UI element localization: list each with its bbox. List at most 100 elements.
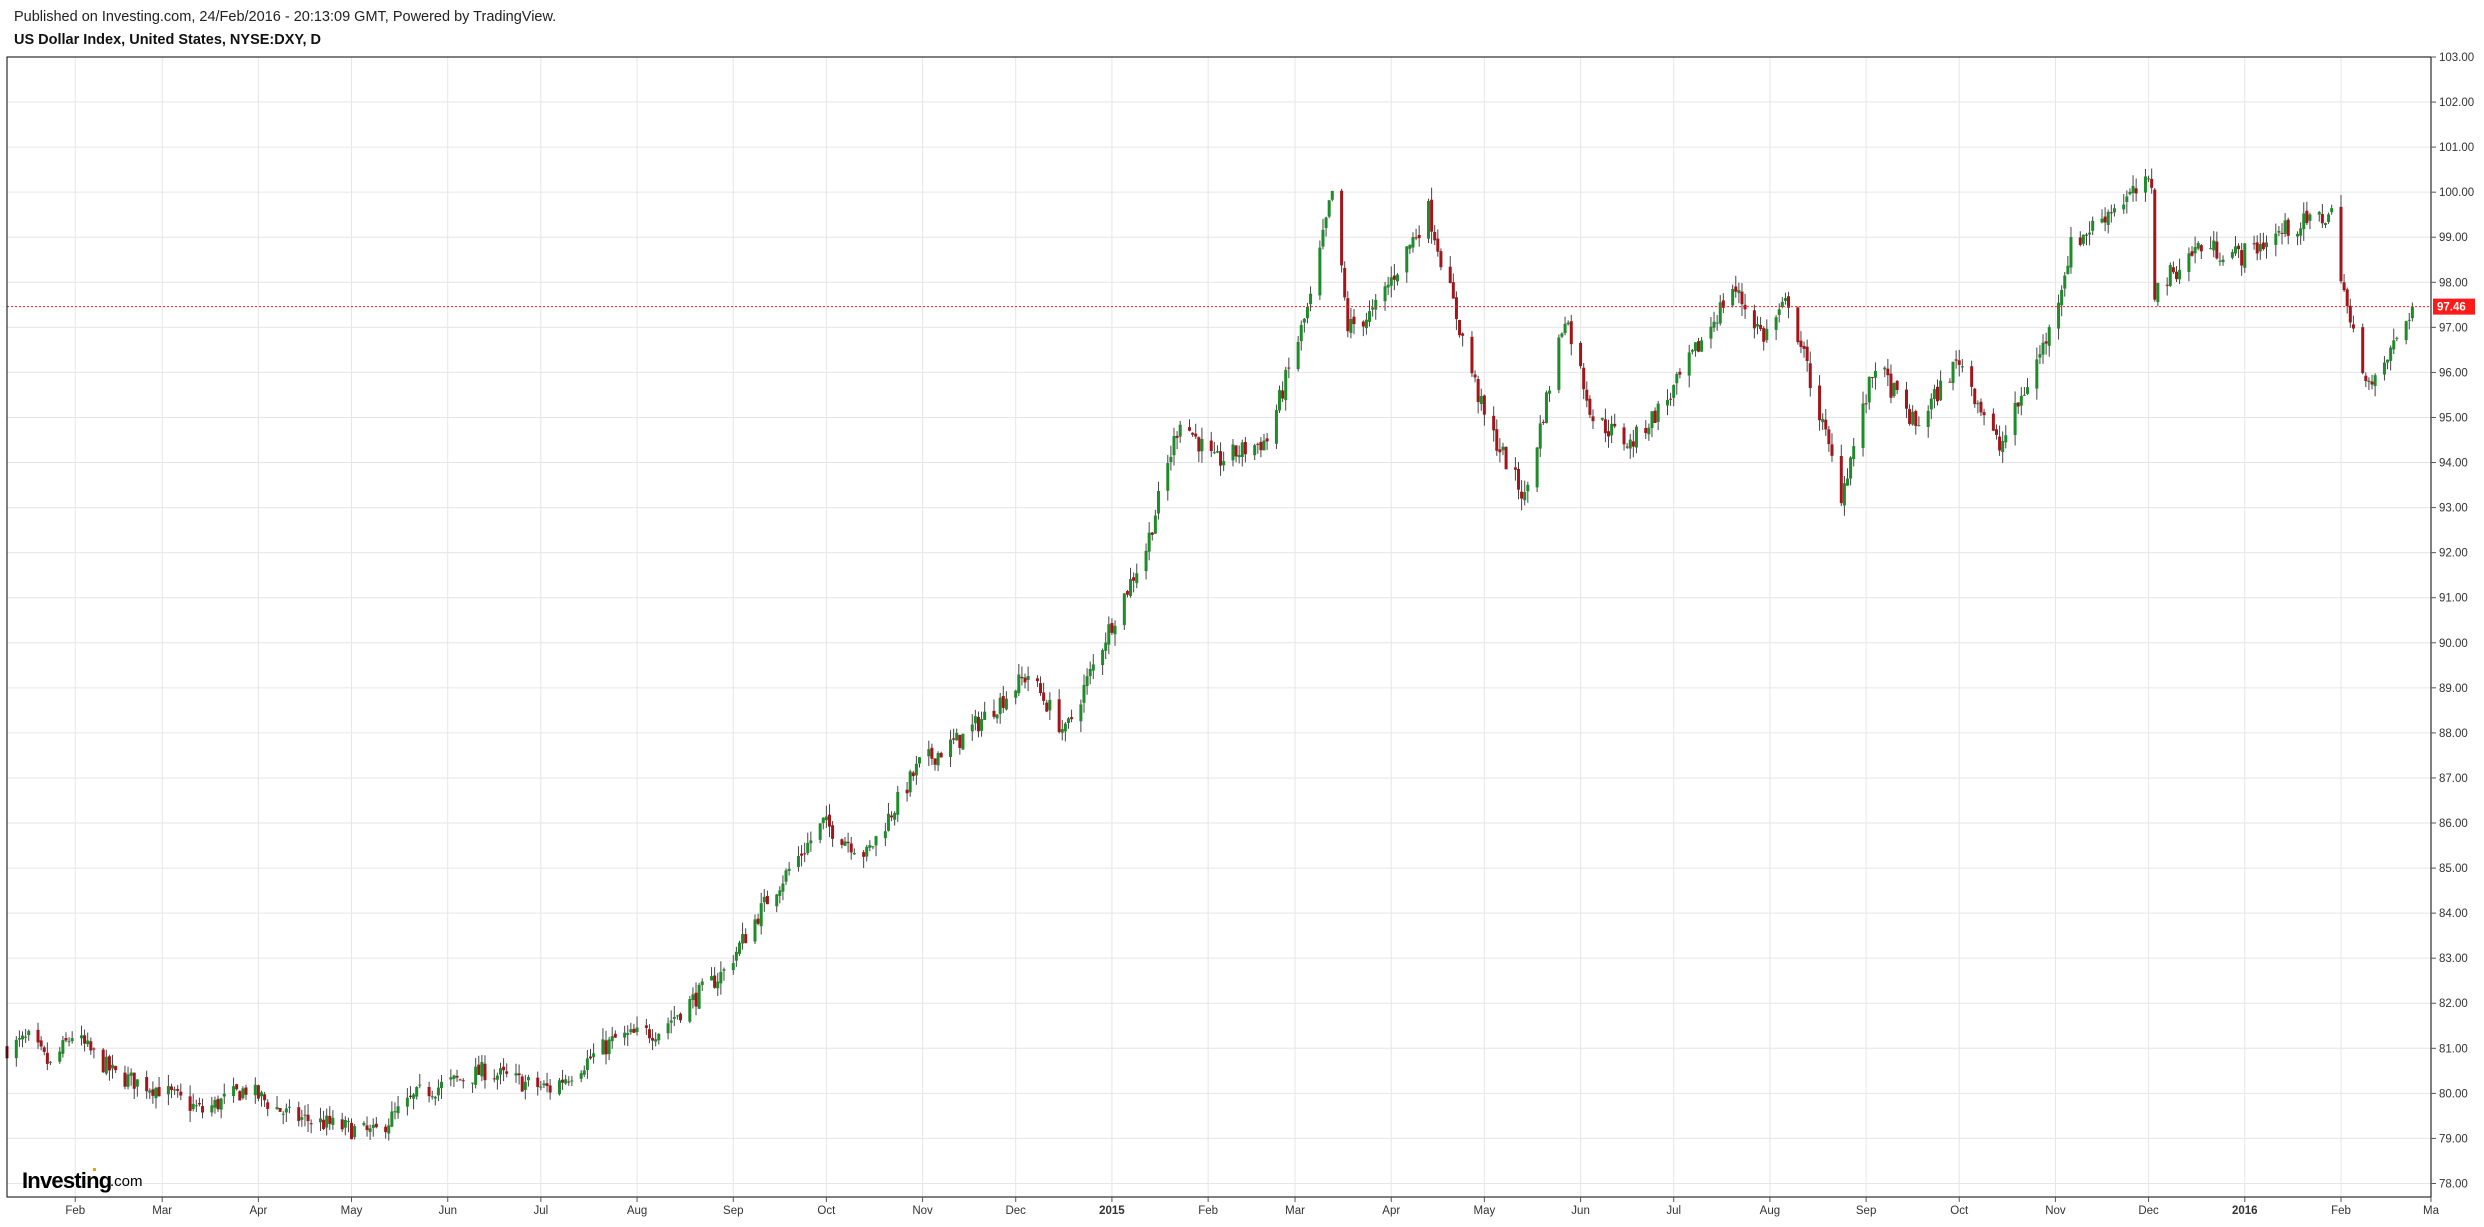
candle-up	[2230, 252, 2234, 258]
candle-down	[827, 814, 831, 827]
candle-up	[331, 1117, 335, 1125]
investing-logo[interactable]: Investing .com	[22, 1168, 143, 1193]
candle-down	[756, 918, 760, 924]
candle-up	[526, 1077, 530, 1081]
candle-down	[1886, 368, 1890, 376]
candle-up	[1113, 625, 1117, 635]
candle-down	[604, 1040, 608, 1055]
candle-up	[1709, 326, 1713, 339]
candle-up	[691, 994, 695, 1001]
candle-down	[1234, 445, 1238, 457]
candle-up	[1212, 452, 1216, 454]
candle-up	[396, 1106, 400, 1114]
candle-up	[1066, 718, 1070, 723]
x-tick-label: Nov	[2045, 1205, 2066, 1217]
candle-up	[1324, 217, 1328, 229]
candle-down	[278, 1107, 282, 1112]
candle-up	[390, 1111, 394, 1127]
candle-down	[976, 716, 980, 732]
candle-down	[1991, 413, 1995, 431]
candle-up	[135, 1079, 139, 1087]
y-tick-label: 80.00	[2439, 1088, 2468, 1100]
candle-up	[1079, 704, 1083, 722]
candle-up	[1427, 201, 1431, 239]
candle-up	[418, 1084, 422, 1086]
candle-up	[731, 963, 735, 971]
candle-down	[1743, 304, 1747, 310]
x-tick-label: Feb	[65, 1205, 85, 1217]
candle-up	[762, 896, 766, 903]
candle-down	[2084, 234, 2088, 236]
candle-down	[713, 975, 717, 988]
time-axis[interactable]: Feb Mar Apr May Jun Jul Aug Sep Oct Nov Dec 2015 Feb…	[65, 1197, 2440, 1217]
candle-up	[865, 846, 869, 857]
candle-up	[1501, 446, 1505, 451]
candle-down	[992, 710, 996, 717]
candle-down	[1585, 389, 1589, 401]
candle-up	[1222, 461, 1226, 466]
candle-down	[1433, 231, 1437, 241]
candle-down	[694, 992, 698, 1007]
candle-up	[2004, 435, 2008, 443]
candle-up	[232, 1086, 236, 1097]
candle-down	[1243, 441, 1247, 455]
candle-down	[1175, 435, 1179, 438]
candle-down	[1653, 410, 1657, 424]
candle-up	[1156, 490, 1160, 514]
candle-down	[2370, 381, 2374, 385]
candle-down	[151, 1089, 155, 1096]
last-price-line: 97.46	[7, 298, 2475, 315]
candle-down	[458, 1079, 462, 1081]
candle-up	[2026, 387, 2030, 394]
candle-up	[1166, 463, 1170, 491]
candle-up	[1951, 361, 1955, 384]
candle-up	[886, 813, 890, 831]
candle-down	[1352, 316, 1356, 325]
candle-down	[2351, 324, 2355, 329]
candle-up	[21, 1035, 25, 1040]
candle-up	[173, 1089, 177, 1091]
candle-down	[1631, 441, 1635, 447]
candle-up	[1523, 492, 1527, 501]
y-tick-label: 78.00	[2439, 1178, 2468, 1190]
x-tick-label: Feb	[1198, 1205, 1218, 1217]
candle-up	[716, 981, 720, 989]
candle-down	[1579, 343, 1583, 367]
candle-up	[2143, 176, 2147, 193]
candle-up	[2022, 394, 2026, 396]
candle-down	[1622, 427, 1626, 445]
candle-up	[623, 1032, 627, 1038]
candle-up	[1675, 373, 1679, 384]
last-price-label: 97.46	[2437, 302, 2466, 314]
candle-down	[2150, 178, 2154, 188]
candle-up	[1253, 445, 1257, 456]
candle-up	[2193, 247, 2197, 254]
candle-down	[1808, 363, 1812, 389]
candle-up	[1048, 699, 1052, 711]
candle-down	[169, 1086, 173, 1091]
candle-up	[2069, 237, 2073, 268]
candle-up	[1560, 333, 1564, 337]
candle-down	[849, 843, 853, 853]
candle-down	[1458, 319, 1462, 336]
candle-up	[1479, 396, 1483, 405]
candle-down	[1802, 345, 1806, 349]
candle-down	[1191, 432, 1195, 435]
candle-down	[1001, 696, 1005, 708]
candle-up	[514, 1073, 518, 1076]
candle-down	[2240, 250, 2244, 266]
candle-up	[1628, 439, 1632, 449]
candle-up	[67, 1041, 71, 1043]
candle-up	[2404, 321, 2408, 341]
candle-down	[306, 1114, 310, 1122]
candle-down	[2286, 219, 2290, 236]
candle-down	[1607, 431, 1611, 437]
candle-down	[1392, 275, 1396, 280]
price-axis[interactable]: 78.00 79.00 80.00 81.00 82.00 83.00 84.00 85.00…	[2431, 52, 2474, 1190]
candle-down	[1954, 359, 1958, 361]
candle-up	[371, 1124, 375, 1129]
candle-down	[1796, 307, 1800, 343]
candle-up	[436, 1087, 440, 1096]
